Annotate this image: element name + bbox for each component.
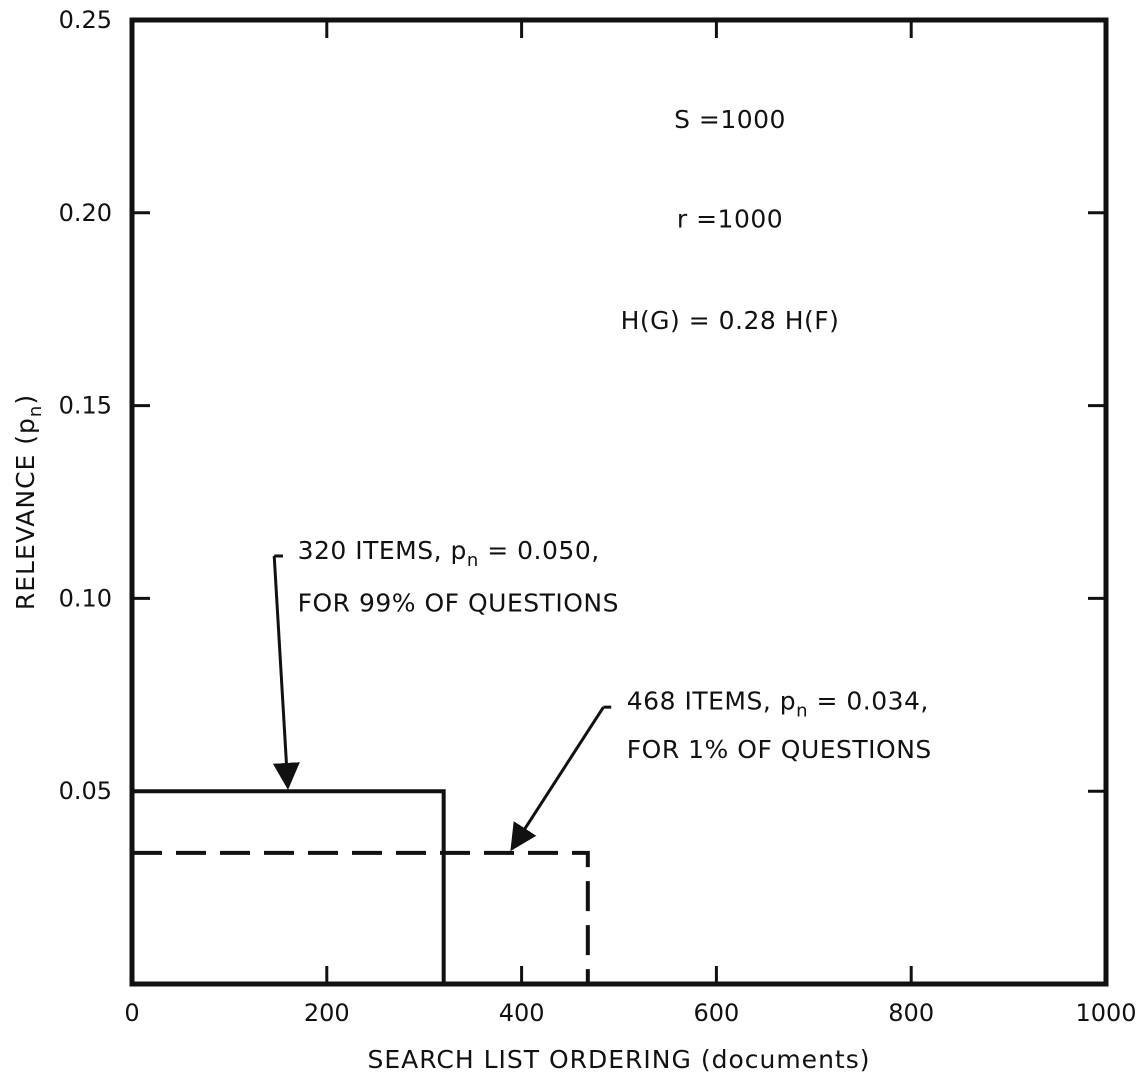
y-tick-label: 0.15 [59,392,112,420]
annotation-arrow [272,555,300,790]
parameter-list: S =1000 r =1000 H(G) = 0.28 H(F) [621,105,840,335]
annotation-320-items: 320 ITEMS, pn = 0.050, FOR 99% OF QUESTI… [272,536,619,790]
y-tick-label: 0.05 [59,777,112,805]
series-solid-line [132,789,446,984]
y-tick-label: 0.10 [59,584,112,612]
y-tick-label: 0.20 [59,199,112,227]
parameter-r: r =1000 [677,205,783,234]
x-tick-label: 600 [693,999,739,1027]
annotation-line-2: FOR 99% OF QUESTIONS [298,588,619,617]
annotation-468-items: 468 ITEMS, pn = 0.034, FOR 1% OF QUESTIO… [510,687,932,852]
x-tick-label: 200 [304,999,350,1027]
x-axis-tick-labels: 0 200 400 600 800 1000 [124,999,1136,1027]
x-axis-title: SEARCH LIST ORDERING (documents) [367,1045,870,1074]
y-tick-label: 0.25 [59,6,112,34]
annotation-line-1: 320 ITEMS, pn = 0.050, [298,536,600,571]
x-tick-label: 0 [124,999,139,1027]
axis-ticks [132,20,1106,984]
parameter-s: S =1000 [674,105,786,134]
parameter-entropy-ratio: H(G) = 0.28 H(F) [621,306,840,335]
series-layer [132,789,590,984]
annotation-arrow [510,706,605,852]
annotation-line-1: 468 ITEMS, pn = 0.034, [627,687,929,722]
x-tick-label: 400 [499,999,545,1027]
series-dashed-line [132,850,590,984]
annotation-line-2: FOR 1% OF QUESTIONS [627,735,932,764]
y-axis-tick-labels: 0.05 0.10 0.15 0.20 0.25 [59,6,112,805]
x-tick-label: 800 [888,999,934,1027]
x-tick-label: 1000 [1075,999,1136,1027]
plot-frame [129,17,1109,987]
y-axis-title: RELEVANCE (pn) [11,394,46,610]
